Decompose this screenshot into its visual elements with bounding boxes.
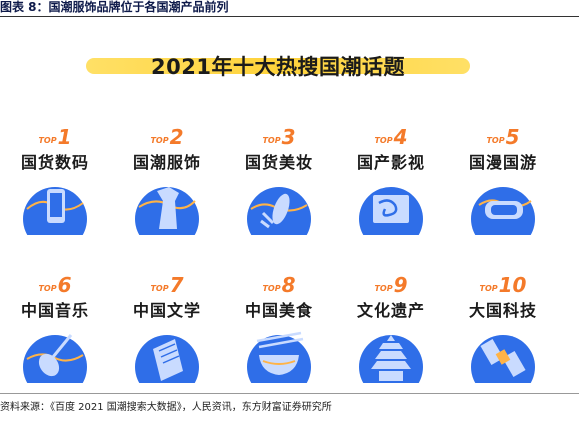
topic-name: 国货美妆 xyxy=(244,153,313,172)
source-note: 资料来源：《百度 2021 国潮搜索大数据》，人民资讯，东方财富证券研究所 xyxy=(0,402,332,413)
rank-label: TOP5 xyxy=(448,125,558,151)
rank-label: TOP4 xyxy=(336,125,446,151)
film-screen-icon xyxy=(359,179,423,235)
banner-title: 2021年十大热搜国潮话题 xyxy=(151,55,405,79)
rank-prefix: TOP xyxy=(262,136,281,145)
rank-number: 4 xyxy=(393,125,408,149)
infographic-panel: 2021年十大热搜国潮话题 TOP1 国货数码 TOP2 国潮服饰 TOP3 国… xyxy=(0,17,579,392)
topic-name: 文化遗产 xyxy=(356,301,425,320)
rank-number: 7 xyxy=(169,273,184,297)
rank-label: TOP1 xyxy=(0,125,110,151)
topic-name: 中国音乐 xyxy=(20,301,89,320)
rank-label: TOP8 xyxy=(224,273,334,299)
rank-prefix: TOP xyxy=(262,284,281,293)
rank-prefix: TOP xyxy=(150,284,169,293)
rank-number: 6 xyxy=(57,273,72,297)
book-icon xyxy=(135,327,199,383)
smartphone-icon xyxy=(23,179,87,235)
topic-name: 国潮服饰 xyxy=(132,153,201,172)
cosmetics-icon xyxy=(247,179,311,235)
topic-name: 国漫国游 xyxy=(468,153,537,172)
garment-icon xyxy=(135,179,199,235)
satellite-icon xyxy=(471,327,535,383)
banner-highlight xyxy=(86,58,470,74)
vr-headset-icon xyxy=(471,179,535,235)
rank-label: TOP10 xyxy=(448,273,558,299)
rank-label: TOP9 xyxy=(336,273,446,299)
rank-number: 1 xyxy=(57,125,72,149)
rank-number: 5 xyxy=(505,125,520,149)
rank-prefix: TOP xyxy=(374,136,393,145)
rank-prefix: TOP xyxy=(38,284,57,293)
topic-tile-2: TOP2 国潮服饰 xyxy=(112,125,222,235)
topic-name: 国货数码 xyxy=(20,153,89,172)
rank-label: TOP3 xyxy=(224,125,334,151)
rank-prefix: TOP xyxy=(486,136,505,145)
rank-label: TOP6 xyxy=(0,273,110,299)
topic-name: 国产影视 xyxy=(356,153,425,172)
topic-tile-6: TOP6 中国音乐 xyxy=(0,273,110,383)
rank-number: 9 xyxy=(393,273,408,297)
rank-number: 3 xyxy=(281,125,296,149)
topic-name: 中国美食 xyxy=(244,301,313,320)
rank-prefix: TOP xyxy=(374,284,393,293)
topic-tile-4: TOP4 国产影视 xyxy=(336,125,446,235)
rank-number: 8 xyxy=(281,273,296,297)
source-divider xyxy=(0,393,579,394)
title-banner: 2021年十大热搜国潮话题 xyxy=(86,51,470,79)
rank-prefix: TOP xyxy=(479,284,498,293)
pipa-instrument-icon xyxy=(23,327,87,383)
rank-number: 10 xyxy=(498,273,527,297)
topic-name: 大国科技 xyxy=(468,301,537,320)
topic-tile-3: TOP3 国货美妆 xyxy=(224,125,334,235)
noodle-bowl-icon xyxy=(247,327,311,383)
rank-number: 2 xyxy=(169,125,184,149)
caption-divider xyxy=(0,16,579,17)
figure-caption: 图表 8：国潮服饰品牌位于各国潮产品前列 xyxy=(0,0,229,14)
rank-prefix: TOP xyxy=(150,136,169,145)
topic-tile-9: TOP9 文化遗产 xyxy=(336,273,446,383)
rank-prefix: TOP xyxy=(38,136,57,145)
topic-tile-5: TOP5 国漫国游 xyxy=(448,125,558,235)
topic-name: 中国文学 xyxy=(132,301,201,320)
temple-of-heaven-icon xyxy=(359,327,423,383)
topic-tile-10: TOP10 大国科技 xyxy=(448,273,558,383)
rank-label: TOP2 xyxy=(112,125,222,151)
rank-label: TOP7 xyxy=(112,273,222,299)
topic-tile-7: TOP7 中国文学 xyxy=(112,273,222,383)
topic-tile-1: TOP1 国货数码 xyxy=(0,125,110,235)
topic-tile-8: TOP8 中国美食 xyxy=(224,273,334,383)
